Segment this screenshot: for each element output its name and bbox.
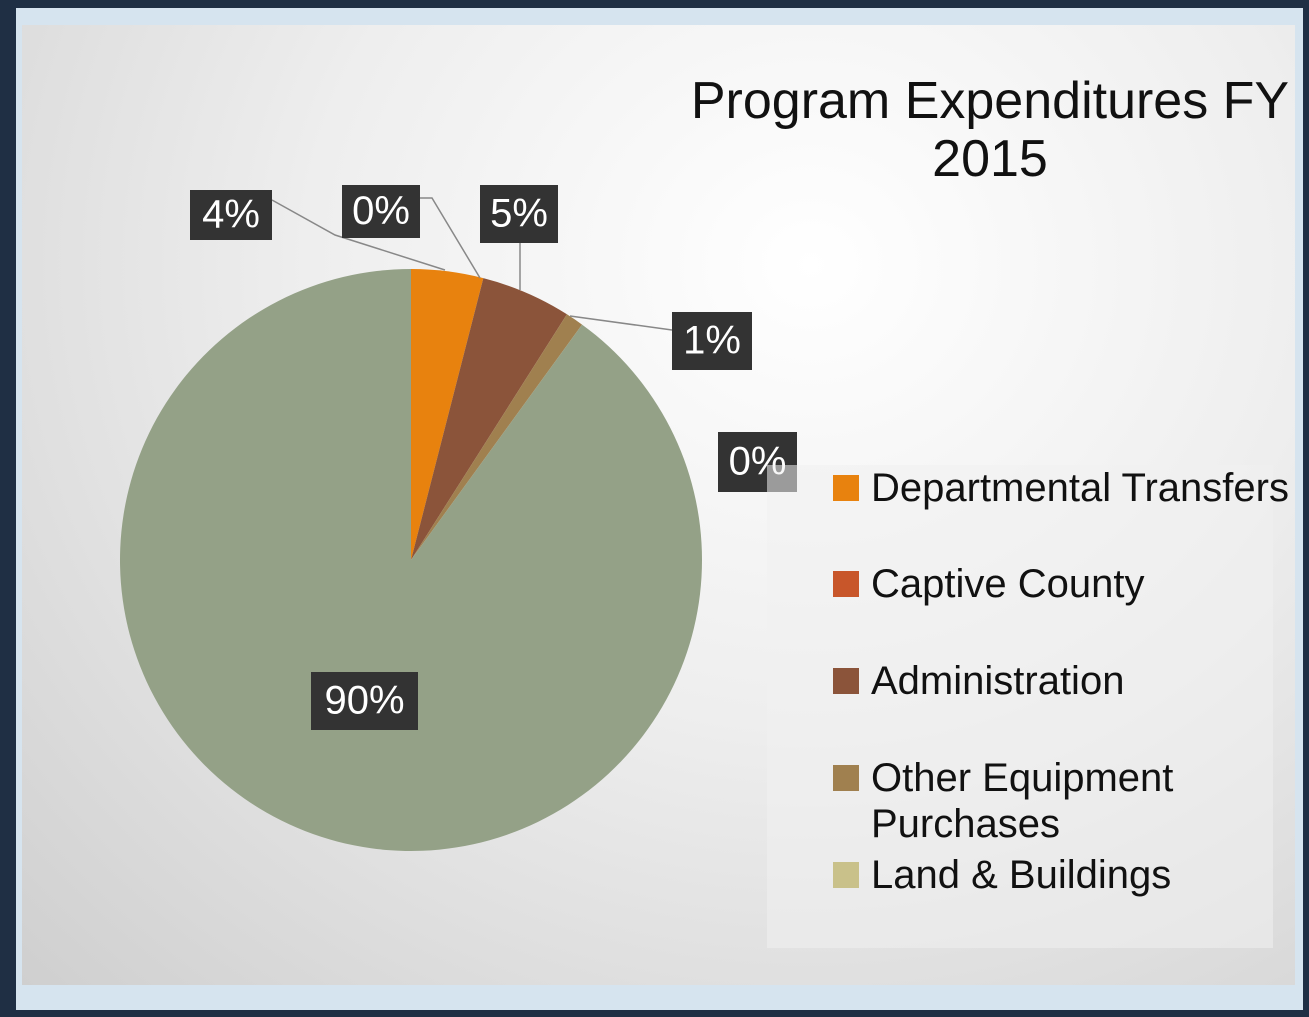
legend-swatch <box>833 475 859 501</box>
pie-slice <box>411 314 583 560</box>
data-label-box <box>480 185 558 243</box>
legend-item: Land & Buildings <box>833 852 1291 898</box>
data-label-box <box>342 185 420 238</box>
data-label-box <box>311 672 418 730</box>
pie-slice <box>120 269 703 851</box>
legend-item: Departmental Transfers <box>833 465 1291 511</box>
data-label-box <box>672 312 752 370</box>
legend-swatch <box>833 668 859 694</box>
pie-slice <box>411 269 484 560</box>
data-label: 4% <box>202 193 260 237</box>
data-label: 0% <box>352 189 410 233</box>
legend-swatch <box>833 765 859 791</box>
legend-item: Administration <box>833 658 1291 704</box>
chart-title: Program Expenditures FY 2015 <box>690 72 1290 188</box>
data-label-box <box>190 190 272 240</box>
legend-item: Other Equipment Purchases <box>833 755 1291 847</box>
legend-label: Land & Buildings <box>871 853 1172 897</box>
leader-line <box>420 197 481 279</box>
legend-label: Administration <box>871 659 1125 703</box>
pie-slice <box>411 278 567 560</box>
legend-label: Departmental Transfers <box>871 466 1289 510</box>
data-label: 90% <box>324 679 404 723</box>
legend-item: Captive County <box>833 561 1291 607</box>
legend-label: Captive County <box>871 562 1145 606</box>
leader-line <box>569 315 673 331</box>
legend-swatch <box>833 862 859 888</box>
legend: Departmental Transfers Captive County Admi… <box>767 465 1289 948</box>
legend-swatch <box>833 571 859 597</box>
data-label: 1% <box>683 319 741 363</box>
leader-line <box>271 199 446 271</box>
data-label: 5% <box>490 192 548 236</box>
legend-label: Other Equipment Purchases <box>871 756 1174 846</box>
pie-slice <box>411 278 484 560</box>
